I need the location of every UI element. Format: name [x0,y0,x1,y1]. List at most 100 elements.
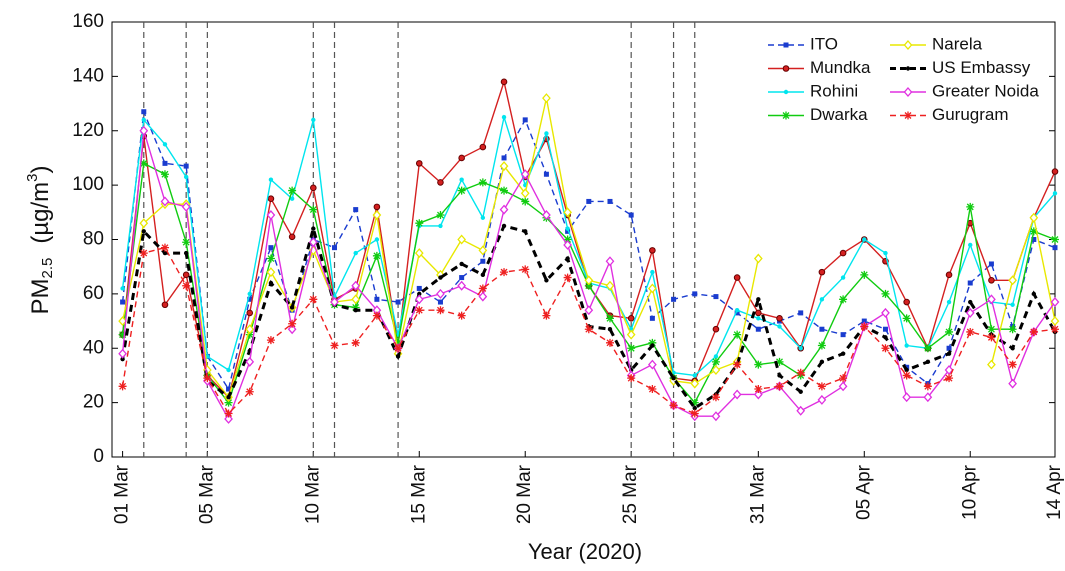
marker [902,392,912,403]
marker [796,368,805,377]
marker [605,314,614,323]
marker [776,315,783,322]
marker [394,338,403,347]
marker [987,333,996,342]
marker [266,267,276,278]
marker [903,87,913,97]
marker [650,343,655,348]
marker [883,335,888,340]
marker [860,270,869,279]
marker [374,237,380,242]
legend-label: US Embassy [932,58,1031,77]
marker [860,322,869,331]
marker [923,392,933,403]
marker [733,330,742,339]
marker [457,234,467,245]
x-tick-label: 10 Apr [959,464,980,520]
marker [1052,245,1058,251]
marker [881,344,890,353]
marker [818,268,826,276]
marker [499,204,509,215]
marker [118,348,127,359]
marker [373,203,381,211]
marker [1008,360,1017,369]
marker [160,243,169,252]
marker [162,160,168,166]
marker [501,114,507,120]
marker [777,373,782,378]
marker [416,285,422,291]
marker [648,338,657,347]
marker [754,360,763,369]
marker [245,356,255,367]
marker [245,330,254,339]
series [118,93,1060,403]
marker [479,143,487,151]
marker [182,281,191,290]
marker [796,405,806,416]
marker [692,291,698,297]
legend-label: Dwarka [810,105,868,124]
marker [520,169,530,180]
marker [817,341,826,350]
marker [141,109,147,115]
marker [224,409,233,418]
marker [923,382,932,391]
marker [141,117,146,123]
x-tick-label: 05 Mar [196,464,217,524]
marker [415,219,424,228]
marker [712,325,720,333]
marker [247,291,252,297]
marker [288,186,297,195]
marker [883,250,888,256]
legend-label: Narela [932,34,983,53]
marker [139,218,149,229]
marker [351,303,360,312]
marker [226,394,231,400]
marker [627,374,636,383]
marker [648,283,657,294]
marker [1050,297,1060,308]
marker [181,201,191,212]
marker [650,269,655,275]
marker [501,223,507,229]
marker [436,211,445,220]
marker [756,297,761,302]
marker [544,131,549,136]
marker [987,359,996,370]
marker [945,374,954,383]
marker [351,338,360,347]
marker [287,324,297,335]
y-tick-label: 120 [72,120,104,141]
x-tick-label: 14 Apr [1044,464,1065,520]
marker [1051,235,1059,244]
marker [311,117,316,123]
marker [1010,346,1015,351]
y-tick-label: 160 [72,11,104,32]
series-line [121,246,1056,415]
marker [756,316,761,321]
marker [690,398,699,407]
marker [289,196,295,201]
marker [755,309,762,317]
marker [501,155,507,161]
y-tick-label: 60 [83,283,104,304]
marker [415,306,424,315]
x-tick-label: 15 Mar [408,464,429,524]
marker [671,375,676,381]
marker [459,261,464,267]
marker [182,271,190,279]
marker [1029,212,1039,223]
marker [1052,191,1058,196]
legend-label: Greater Noida [932,81,1039,100]
marker [945,327,954,336]
marker [584,281,593,290]
marker [1050,316,1060,327]
marker [478,245,488,256]
marker [783,89,789,95]
marker [330,297,339,308]
marker [459,275,465,281]
marker [862,237,867,242]
marker [967,280,973,286]
